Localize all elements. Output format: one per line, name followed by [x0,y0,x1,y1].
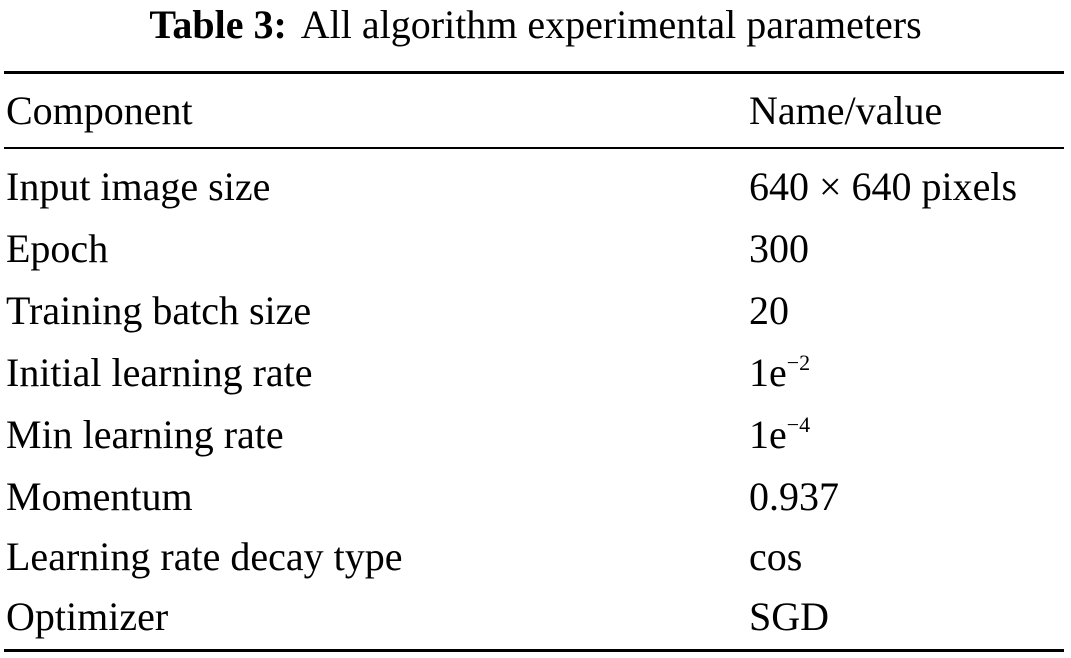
header-component: Component [6,88,193,133]
row-component-min-learning-rate: Min learning rate [6,412,284,457]
value-mantissa: 1e [749,412,787,457]
row-value-epoch: 300 [749,226,809,271]
row-component-input-image-size: Input image size [6,164,271,209]
table-header-rule [4,147,1064,149]
row-value-initial-learning-rate: 1e−2 [749,350,810,396]
row-component-epoch: Epoch [6,226,109,271]
table-caption-label: Table 3: [149,2,287,47]
value-exponent: −2 [786,349,811,375]
row-value-optimizer: SGD [749,594,830,639]
header-name-value: Name/value [749,88,943,133]
row-value-input-image-size: 640 × 640 pixels [749,164,1018,209]
value-exponent: −4 [786,411,811,437]
row-value-min-learning-rate: 1e−4 [749,412,810,458]
value-mantissa: 1e [749,350,787,395]
table-top-rule [4,71,1064,74]
row-component-optimizer: Optimizer [6,594,169,639]
row-value-learning-rate-decay-type: cos [749,534,803,579]
table-caption: Table 3: All algorithm experimental param… [0,0,1071,54]
row-value-training-batch-size: 20 [749,288,789,333]
row-component-momentum: Momentum [6,474,193,519]
row-component-training-batch-size: Training batch size [6,288,312,333]
row-value-momentum: 0.937 [749,474,839,519]
row-component-initial-learning-rate: Initial learning rate [6,350,313,395]
table-caption-text: All algorithm experimental parameters [300,2,922,47]
table-bottom-rule [4,649,1064,652]
row-component-learning-rate-decay-type: Learning rate decay type [6,534,403,579]
